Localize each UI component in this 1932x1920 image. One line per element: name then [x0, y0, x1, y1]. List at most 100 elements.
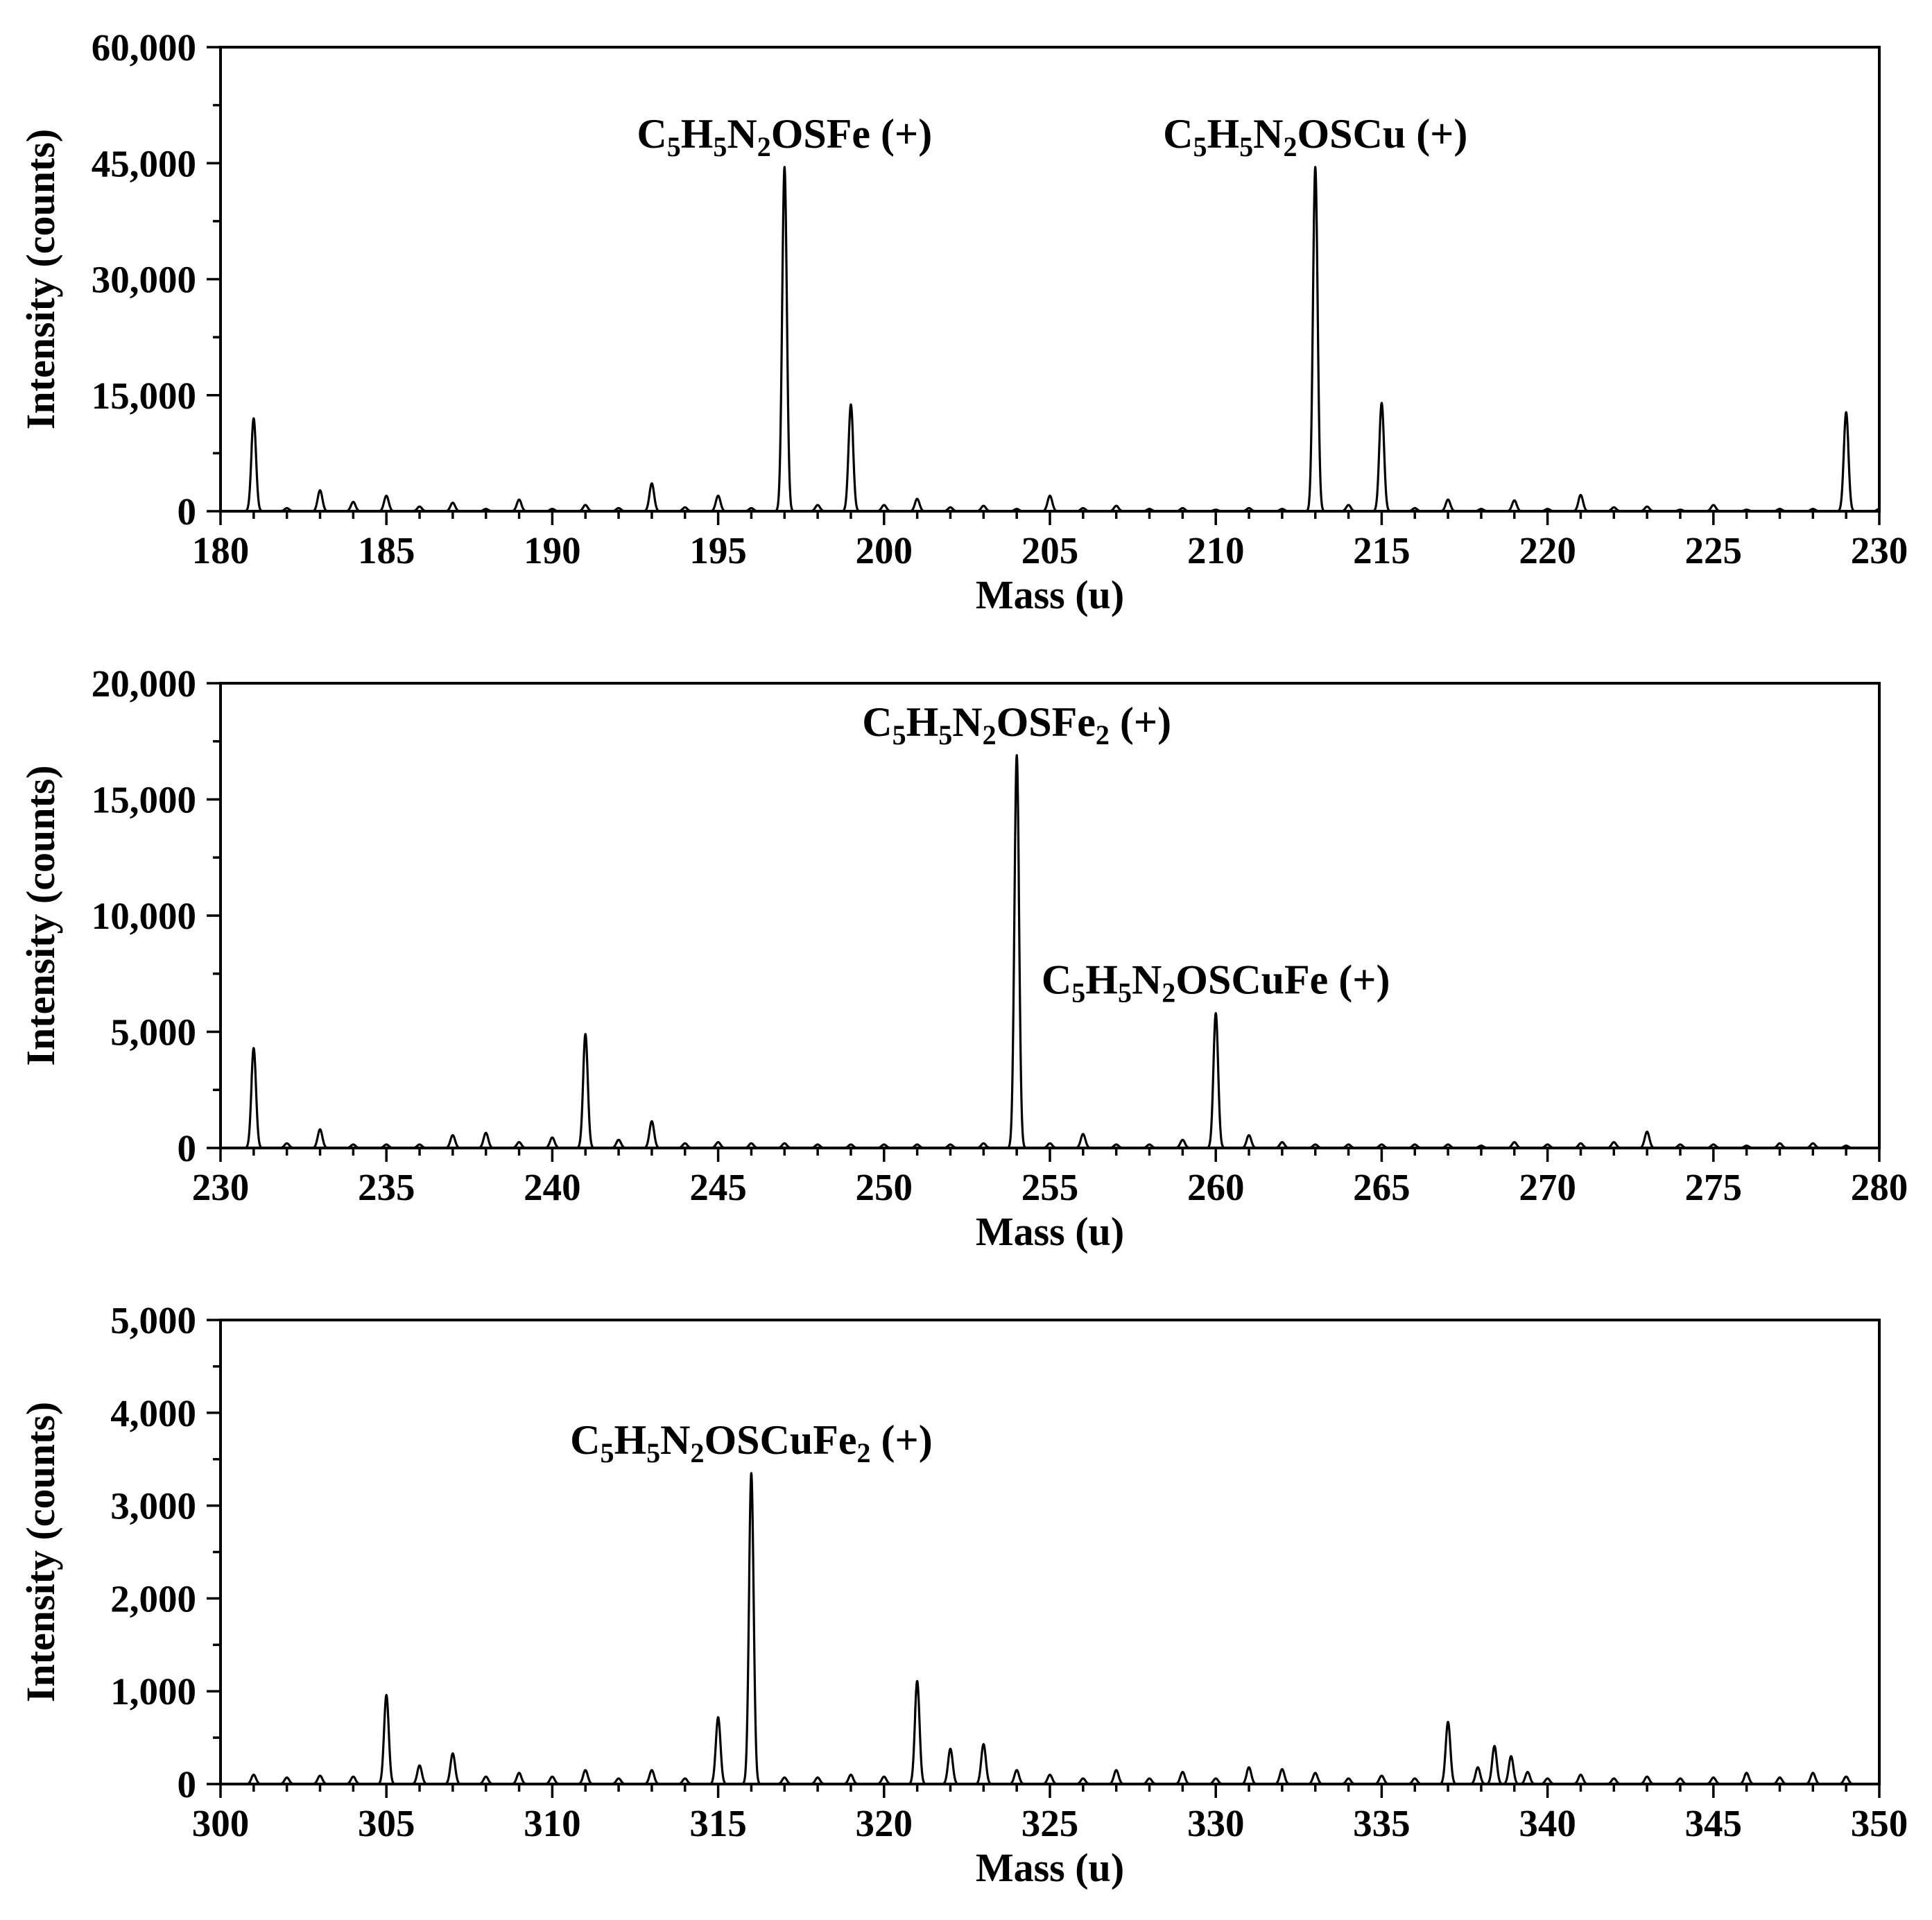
peak-point — [385, 1143, 388, 1146]
peak-point — [319, 1128, 321, 1131]
x-tick-label: 245 — [689, 1166, 747, 1208]
peak-point — [1811, 1142, 1814, 1145]
peak-point — [1082, 1777, 1085, 1780]
x-tick-label: 260 — [1187, 1166, 1245, 1208]
peak-point — [1049, 1142, 1051, 1145]
peak-point — [1779, 508, 1781, 511]
y-tick-label: 15,000 — [92, 375, 196, 417]
peak-point — [1811, 508, 1814, 511]
peak-point — [1845, 411, 1847, 413]
peak-annotation: C5H5N2OSCuFe2 (+) — [570, 1417, 933, 1468]
x-tick-label: 350 — [1851, 1802, 1908, 1844]
peak-point — [1546, 508, 1549, 511]
y-tick-label: 10,000 — [92, 895, 196, 937]
peak-point — [1148, 1777, 1150, 1780]
plot-frame — [219, 46, 1881, 513]
peak-point — [584, 504, 587, 506]
plot-frame — [219, 1319, 1881, 1785]
peak-point — [1845, 1775, 1847, 1778]
peak-point — [1115, 1143, 1118, 1146]
y-axis-title: Intensity (counts) — [18, 129, 63, 429]
peak-point — [1015, 1769, 1018, 1772]
peak-point — [286, 1142, 288, 1145]
x-tick-label: 320 — [856, 1802, 913, 1844]
x-tick-label: 180 — [192, 529, 250, 572]
peak-point — [1580, 1142, 1582, 1145]
y-tick-label: 2,000 — [110, 1577, 196, 1620]
peak-point — [717, 1716, 719, 1719]
peak-point — [684, 1142, 687, 1145]
peak-point — [717, 1141, 719, 1143]
y-tick-label: 45,000 — [92, 142, 196, 185]
peak-annotation: C5H5N2OSFe2 (+) — [862, 699, 1171, 751]
x-tick-label: 275 — [1685, 1166, 1743, 1208]
peak-point — [916, 497, 918, 500]
peak-point — [1679, 1777, 1682, 1780]
peak-point — [1447, 498, 1449, 501]
peak-point — [485, 1131, 488, 1134]
peak-point — [1182, 507, 1184, 509]
peak-annotation: C5H5N2OSCu (+) — [1163, 111, 1467, 162]
peak-point — [916, 1143, 918, 1146]
peak-point — [1214, 1012, 1217, 1015]
peak-point — [949, 1143, 951, 1146]
x-tick-label: 280 — [1851, 1166, 1908, 1208]
peak-point — [1281, 1768, 1284, 1771]
x-axis-title: Mass (u) — [976, 1845, 1124, 1890]
peak-point — [1779, 1776, 1781, 1779]
peak-point — [1281, 508, 1284, 511]
peak-point — [1381, 1774, 1383, 1777]
peak-point — [385, 1694, 388, 1697]
peak-point — [1248, 507, 1250, 509]
peak-point — [1745, 1145, 1748, 1147]
x-tick-label: 255 — [1021, 1166, 1079, 1208]
x-tick-label: 270 — [1519, 1166, 1576, 1208]
x-tick-label: 300 — [192, 1802, 250, 1844]
x-axis-title: Mass (u) — [976, 572, 1124, 617]
peak-point — [783, 1142, 786, 1145]
spectrum-panel-1: 180 185 190 195 200 205 210 215 220 225 230 0 15,000… — [18, 26, 1908, 617]
x-tick-label: 265 — [1353, 1166, 1411, 1208]
y-tick-label: 5,000 — [110, 1299, 196, 1342]
peak-point — [584, 1033, 587, 1036]
peak-point — [1493, 1745, 1496, 1747]
x-tick-label: 190 — [524, 529, 581, 572]
peak-point — [883, 504, 886, 506]
peak-point — [1413, 507, 1416, 509]
spectrum-panels: 180 185 190 195 200 205 210 215 220 225 230015,000… — [18, 26, 1908, 1890]
y-tick-label: 20,000 — [92, 662, 196, 705]
x-tick-label: 310 — [524, 1802, 581, 1844]
peak-point — [1413, 1777, 1416, 1780]
spectrum-trace — [219, 754, 1881, 1149]
peak-point — [1845, 1145, 1847, 1147]
peak-point — [617, 1138, 620, 1141]
peak-point — [1526, 1771, 1529, 1774]
peak-point — [518, 1141, 520, 1143]
x-tick-label: 205 — [1021, 529, 1079, 572]
peak-point — [617, 507, 620, 509]
y-tick-label: 15,000 — [92, 779, 196, 821]
peak-point — [1779, 1142, 1781, 1145]
y-tick-label: 0 — [178, 1763, 197, 1806]
peak-point — [1115, 1769, 1118, 1772]
peak-point — [1646, 1775, 1648, 1778]
x-tick-label: 185 — [358, 529, 415, 572]
peak-point — [286, 507, 288, 509]
peak-point — [1480, 1145, 1483, 1147]
peak-point — [584, 1769, 587, 1772]
y-tick-label: 0 — [178, 1127, 197, 1169]
peak-point — [1381, 1143, 1383, 1146]
peak-point — [1281, 1141, 1284, 1143]
x-tick-label: 230 — [192, 1166, 250, 1208]
peak-point — [1712, 1776, 1715, 1779]
peak-point — [1546, 1777, 1549, 1780]
x-tick-label: 305 — [358, 1802, 415, 1844]
peak-point — [1214, 1777, 1217, 1780]
peak-point — [1182, 1138, 1184, 1141]
peak-point — [1480, 508, 1483, 511]
x-tick-label: 345 — [1685, 1802, 1743, 1844]
peak-point — [1447, 1143, 1449, 1146]
peak-point — [1546, 1143, 1549, 1146]
peak-point — [319, 489, 321, 492]
